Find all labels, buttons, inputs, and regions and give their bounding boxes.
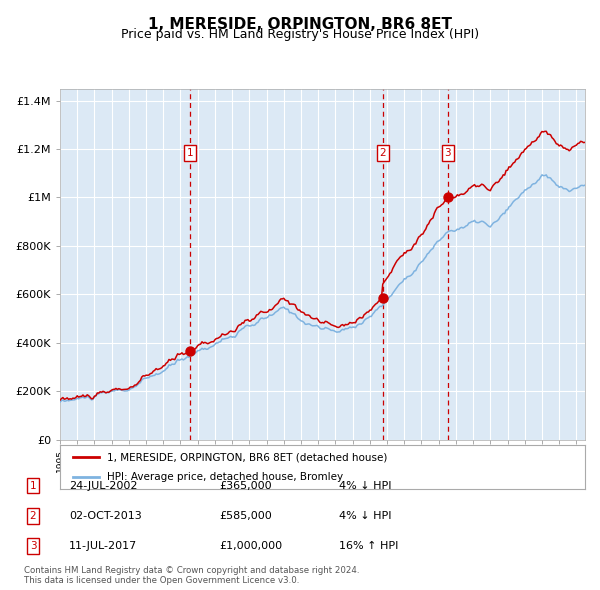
Text: 16% ↑ HPI: 16% ↑ HPI [339, 541, 398, 550]
Text: 3: 3 [29, 541, 37, 550]
Text: £585,000: £585,000 [219, 511, 272, 520]
Text: 3: 3 [445, 148, 451, 158]
Text: Price paid vs. HM Land Registry's House Price Index (HPI): Price paid vs. HM Land Registry's House … [121, 28, 479, 41]
Text: £1,000,000: £1,000,000 [219, 541, 282, 550]
Text: Contains HM Land Registry data © Crown copyright and database right 2024.
This d: Contains HM Land Registry data © Crown c… [24, 566, 359, 585]
Text: 4% ↓ HPI: 4% ↓ HPI [339, 511, 391, 520]
Text: 4% ↓ HPI: 4% ↓ HPI [339, 481, 391, 490]
Text: 02-OCT-2013: 02-OCT-2013 [69, 511, 142, 520]
Text: 1, MERESIDE, ORPINGTON, BR6 8ET (detached house): 1, MERESIDE, ORPINGTON, BR6 8ET (detache… [107, 452, 388, 462]
Text: 11-JUL-2017: 11-JUL-2017 [69, 541, 137, 550]
Text: £365,000: £365,000 [219, 481, 272, 490]
Text: 1: 1 [29, 481, 37, 490]
Text: 24-JUL-2002: 24-JUL-2002 [69, 481, 137, 490]
Text: 2: 2 [379, 148, 386, 158]
Text: 1: 1 [187, 148, 193, 158]
Text: 1, MERESIDE, ORPINGTON, BR6 8ET: 1, MERESIDE, ORPINGTON, BR6 8ET [148, 17, 452, 31]
Text: 2: 2 [29, 511, 37, 520]
Text: HPI: Average price, detached house, Bromley: HPI: Average price, detached house, Brom… [107, 472, 343, 482]
